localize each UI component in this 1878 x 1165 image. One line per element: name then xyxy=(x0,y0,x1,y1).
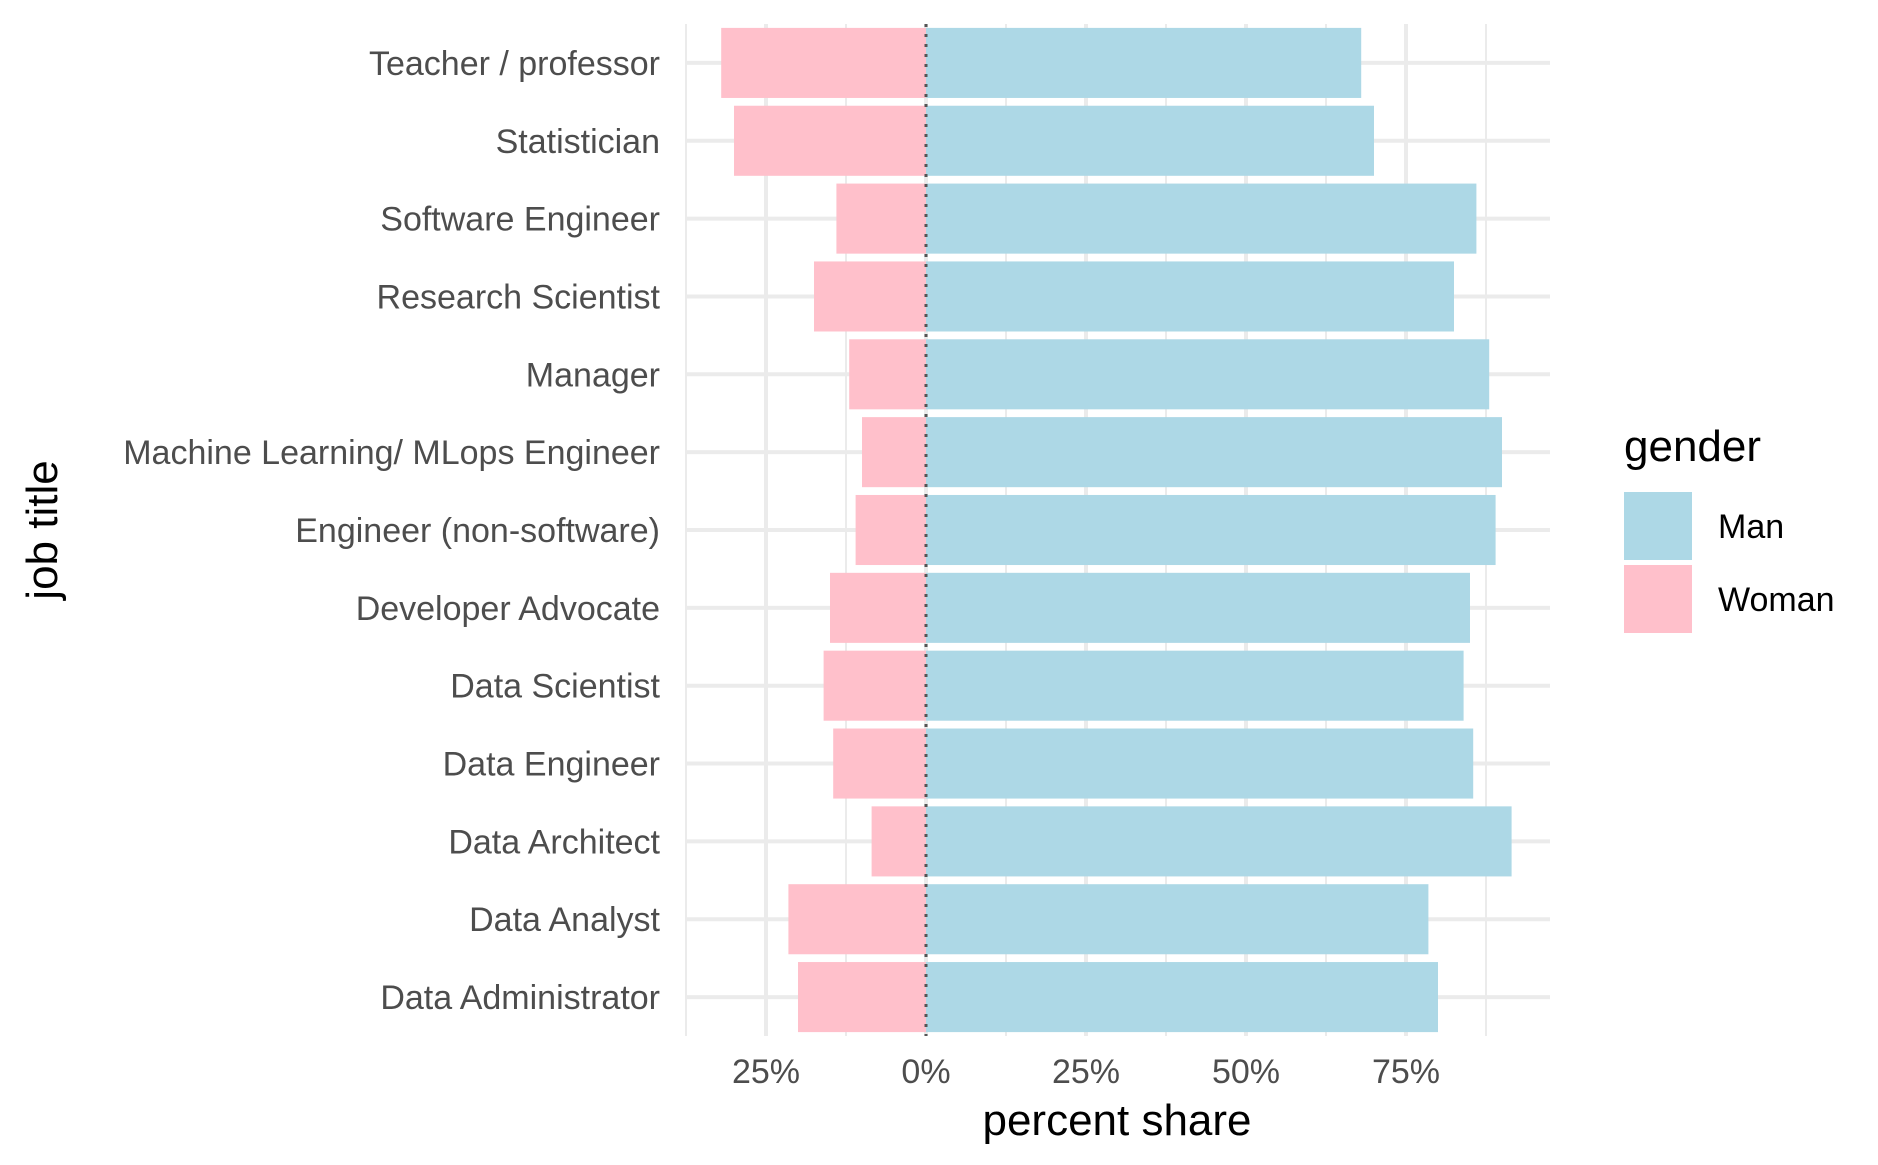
y-tick-label: Data Architect xyxy=(448,823,660,861)
y-tick-label: Teacher / professor xyxy=(369,45,660,83)
x-tick-label: 50% xyxy=(1212,1053,1280,1091)
x-axis-title: percent share xyxy=(982,1096,1251,1145)
bar-woman xyxy=(855,494,926,566)
bar-man xyxy=(926,884,1429,955)
x-tick-label: 25% xyxy=(732,1053,800,1091)
bar-woman xyxy=(814,261,926,332)
bar-woman xyxy=(798,962,926,1033)
bar-woman xyxy=(871,806,926,877)
bar-woman xyxy=(836,183,926,254)
legend-label-man: Man xyxy=(1718,508,1784,546)
bar-man xyxy=(926,339,1490,410)
x-tick-label: 0% xyxy=(901,1053,950,1091)
bar-man xyxy=(926,417,1502,488)
bar-woman xyxy=(734,105,926,176)
y-tick-label: Manager xyxy=(526,356,660,394)
y-tick-label: Data Engineer xyxy=(443,746,660,784)
bar-woman xyxy=(788,884,926,955)
legend-label-woman: Woman xyxy=(1718,581,1835,619)
x-tick-label: 75% xyxy=(1372,1053,1440,1091)
y-tick-label: Developer Advocate xyxy=(356,590,660,628)
y-tick-label: Machine Learning/ MLops Engineer xyxy=(123,434,660,472)
bar-woman xyxy=(721,27,926,98)
bar-man xyxy=(926,728,1474,799)
x-tick-label: 25% xyxy=(1052,1053,1120,1091)
y-tick-label: Data Analyst xyxy=(469,901,660,939)
bar-man xyxy=(926,183,1477,254)
legend-key-woman xyxy=(1624,565,1692,633)
bar-man xyxy=(926,494,1496,566)
bar-man xyxy=(926,261,1454,332)
bar-man xyxy=(926,572,1470,643)
y-tick-label: Data Scientist xyxy=(450,668,660,706)
y-tick-label: Engineer (non-software) xyxy=(295,512,660,550)
bar-man xyxy=(926,806,1512,877)
y-tick-label: Research Scientist xyxy=(377,278,661,316)
y-tick-label: Data Administrator xyxy=(380,979,660,1017)
legend-key-man xyxy=(1624,492,1692,560)
bar-woman xyxy=(862,417,926,488)
y-axis-title: job title xyxy=(18,460,67,601)
legend-title: gender xyxy=(1624,422,1761,471)
y-tick-labels: Teacher / professor Statistician Software … xyxy=(123,45,660,1017)
bar-woman xyxy=(830,572,926,643)
legend-items: Man Woman xyxy=(1624,492,1835,633)
bar-woman xyxy=(833,728,926,799)
bar-man xyxy=(926,962,1438,1033)
y-tick-label: Statistician xyxy=(496,123,660,161)
bar-man xyxy=(926,105,1374,176)
bar-woman xyxy=(823,650,926,721)
bar-woman xyxy=(849,339,926,410)
x-tick-labels: 25% 0% 25% 50% 75% xyxy=(732,1053,1440,1091)
bar-man xyxy=(926,650,1464,721)
bar-man xyxy=(926,27,1362,98)
legend: gender Man Woman xyxy=(1624,422,1835,633)
y-tick-label: Software Engineer xyxy=(380,201,660,239)
bars-layer xyxy=(721,27,1512,1033)
